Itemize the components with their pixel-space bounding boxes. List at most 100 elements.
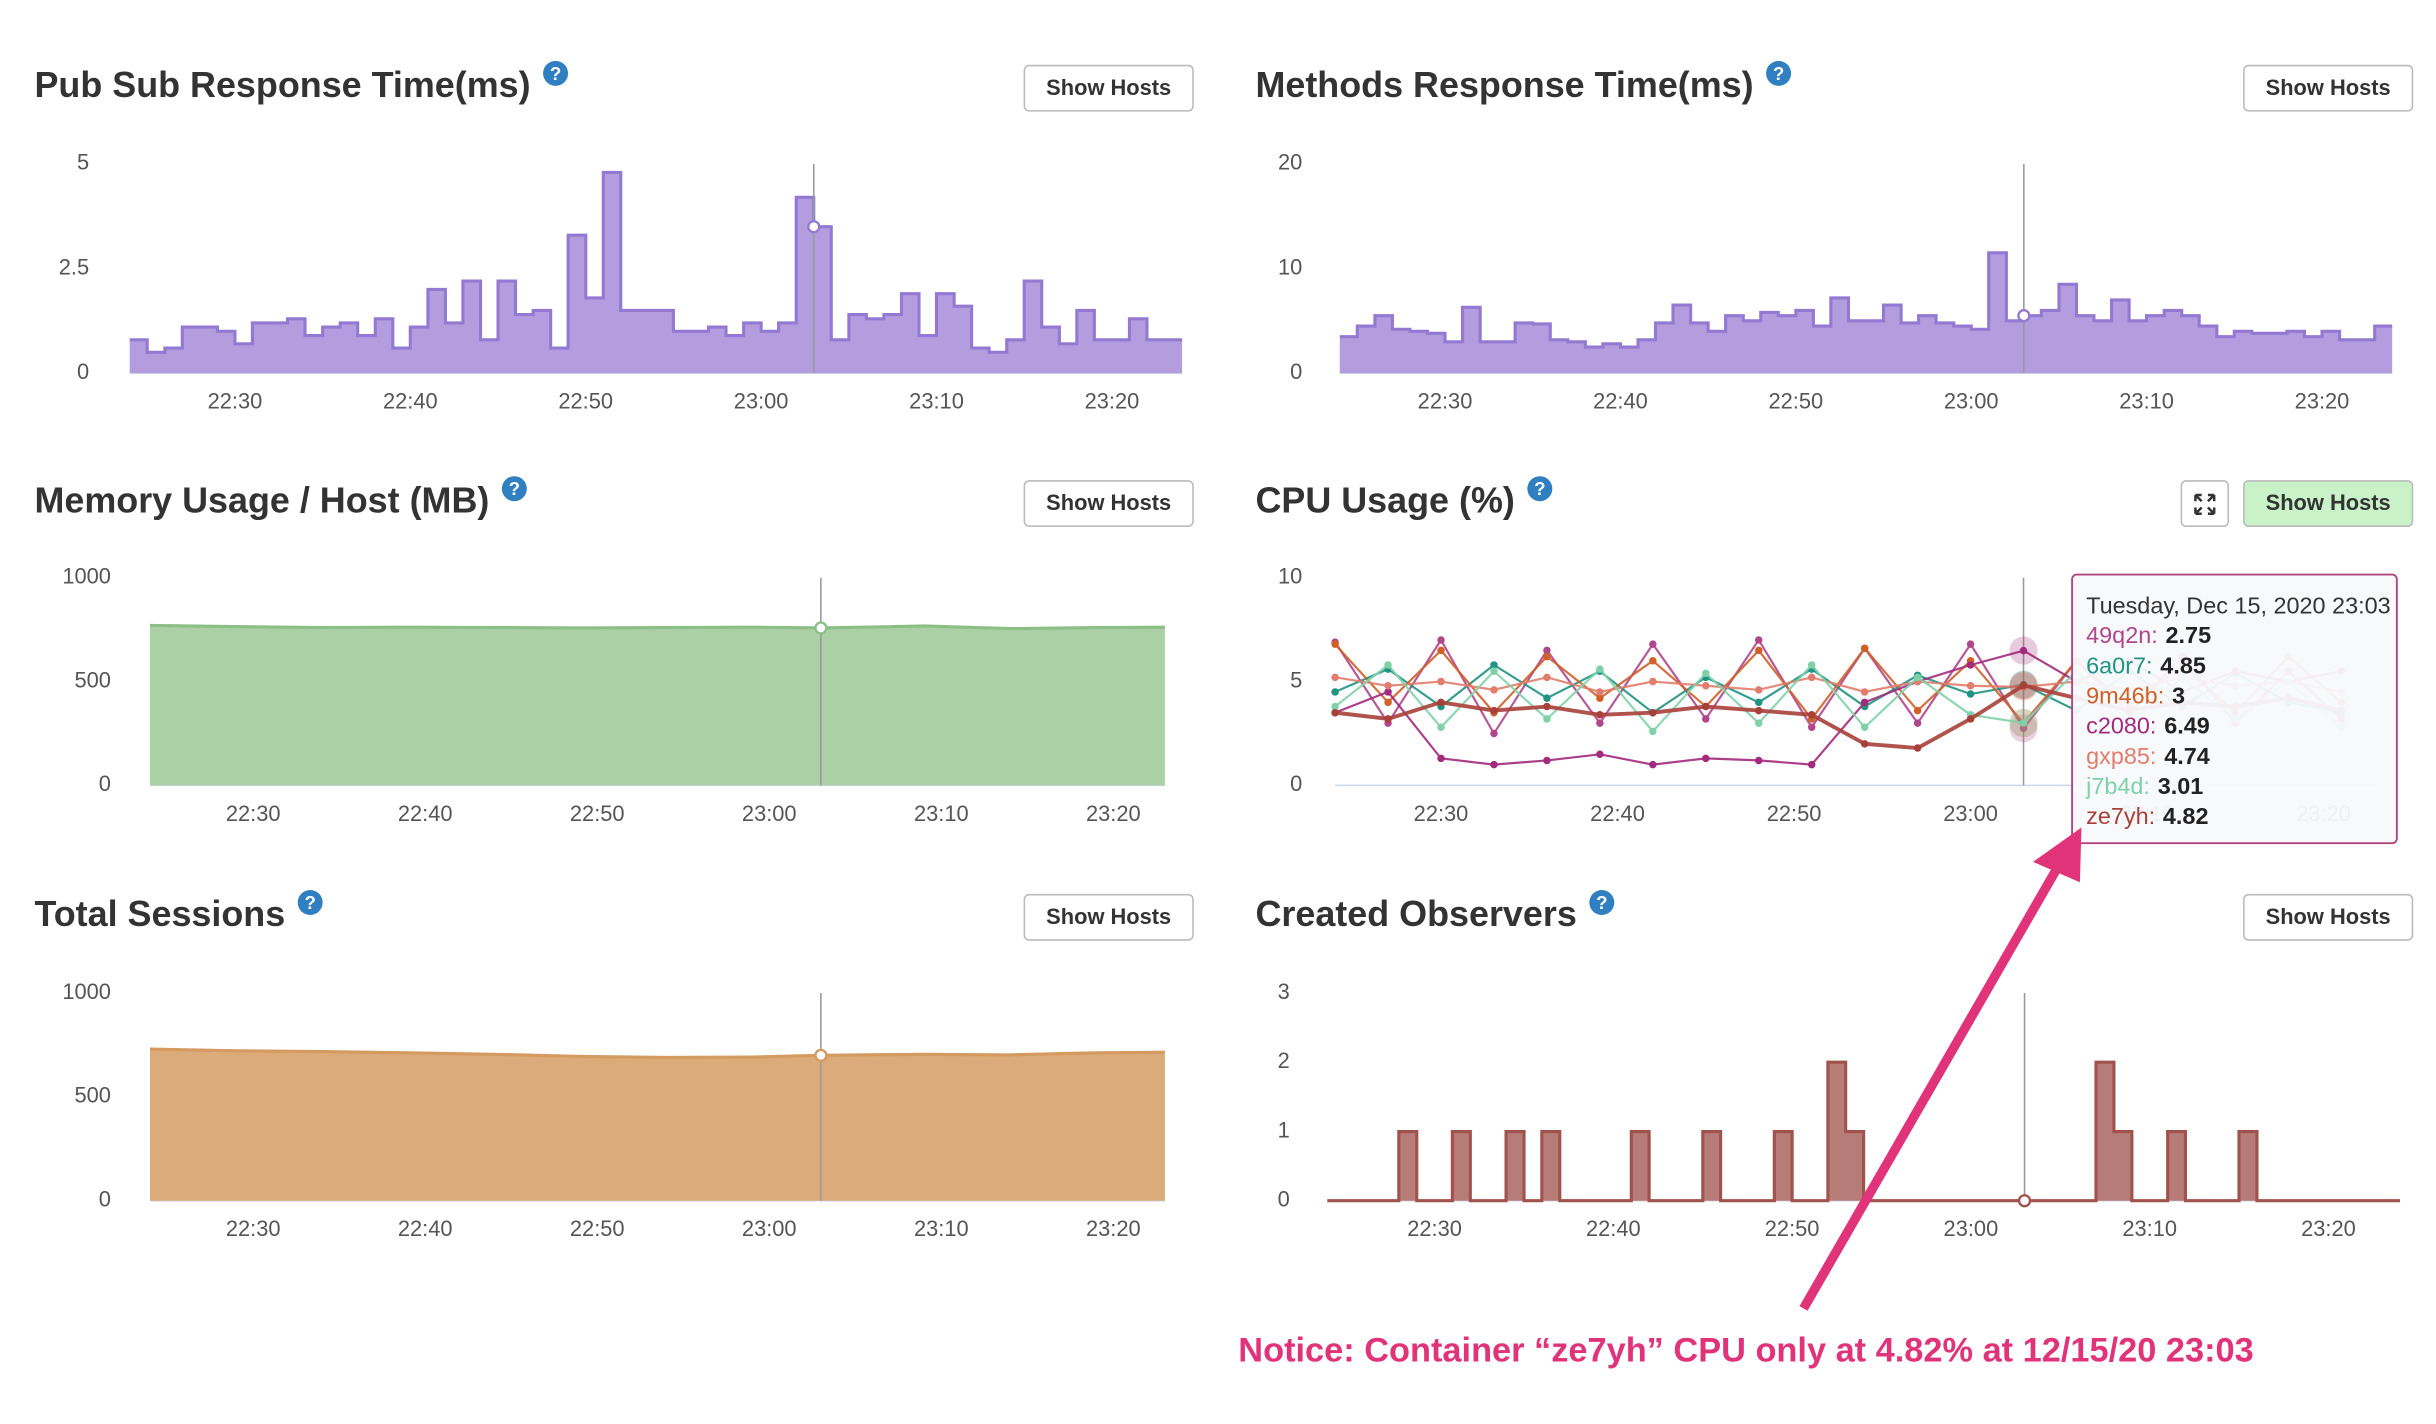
chart-panel: Created Observers ? Show Hosts 0 1 2 3 22:30 22:… bbox=[1255, 890, 2414, 1241]
help-icon[interactable] bbox=[1766, 60, 1792, 86]
x-tick-label: 22:40 bbox=[1586, 1216, 1641, 1241]
point bbox=[1702, 754, 1710, 763]
point bbox=[1331, 673, 1339, 682]
point bbox=[1807, 661, 1816, 669]
help-icon[interactable] bbox=[297, 890, 323, 915]
x-tick-label: 22:40 bbox=[1593, 389, 1648, 414]
chart-title: Created Observers bbox=[1255, 893, 1576, 934]
point bbox=[1384, 688, 1392, 696]
area bbox=[150, 625, 1165, 786]
chart-title: Total Sessions bbox=[34, 893, 285, 934]
point bbox=[1913, 706, 1922, 715]
point bbox=[1649, 677, 1657, 686]
chart-title: Memory Usage / Host (MB) bbox=[34, 479, 489, 520]
show-hosts-label: Show Hosts bbox=[2266, 490, 2391, 515]
x-tick-label: 23:10 bbox=[909, 389, 964, 414]
point bbox=[2019, 681, 2028, 690]
point bbox=[1702, 669, 1710, 677]
point bbox=[1860, 698, 1869, 707]
x-tick-label: 23:20 bbox=[1086, 801, 1141, 826]
y-tick-label: 1 bbox=[1278, 1117, 1290, 1142]
point bbox=[1437, 698, 1445, 707]
tooltip-value: 4.74 bbox=[2164, 743, 2210, 769]
point bbox=[1966, 690, 1975, 698]
area-line bbox=[1327, 1060, 2400, 1203]
y-tick-label: 0 bbox=[1290, 771, 1302, 796]
show-hosts-button[interactable] bbox=[1023, 64, 1194, 112]
x-tick-label: 22:40 bbox=[398, 1216, 453, 1241]
y-tick-label: 10 bbox=[1278, 254, 1302, 279]
y-tick-label: 500 bbox=[75, 1083, 111, 1108]
show-hosts-label: Show Hosts bbox=[2266, 904, 2391, 929]
point bbox=[1596, 665, 1604, 673]
y-tick-label: 0 bbox=[1290, 359, 1302, 384]
point bbox=[1543, 673, 1551, 682]
x-tick-label: 22:50 bbox=[1765, 1216, 1820, 1241]
help-icon-glyph: ? bbox=[509, 478, 520, 499]
show-hosts-button[interactable] bbox=[1023, 893, 1194, 941]
hover-point bbox=[2017, 1194, 2032, 1208]
point bbox=[1543, 646, 1551, 655]
tooltip-label: ze7yh: bbox=[2086, 803, 2155, 829]
arrow bbox=[1799, 864, 2063, 1311]
point bbox=[1437, 723, 1445, 731]
help-icon[interactable] bbox=[1589, 890, 1615, 915]
point bbox=[2019, 646, 2028, 655]
y-tick-label: 2 bbox=[1278, 1048, 1290, 1073]
point bbox=[1490, 729, 1498, 738]
x-tick-label: 23:00 bbox=[1944, 1216, 1999, 1241]
y-tick-label: 0 bbox=[99, 771, 111, 796]
point bbox=[1437, 646, 1445, 655]
x-tick-label: 22:40 bbox=[383, 389, 438, 414]
tooltip-label: 9m46b: bbox=[2086, 683, 2164, 709]
tooltip-label: j7b4d: bbox=[2085, 773, 2150, 799]
expand-button[interactable] bbox=[2180, 480, 2230, 527]
x-tick-label: 23:00 bbox=[742, 1216, 797, 1241]
chart-title: CPU Usage (%) bbox=[1255, 479, 1514, 520]
hover-point bbox=[2017, 309, 2031, 323]
point bbox=[1331, 640, 1339, 648]
show-hosts-button[interactable] bbox=[2243, 893, 2414, 941]
x-tick-label: 23:00 bbox=[734, 389, 789, 414]
show-hosts-label: Show Hosts bbox=[1046, 490, 1171, 515]
y-tick-label: 5 bbox=[77, 150, 89, 175]
y-tick-label: 20 bbox=[1278, 150, 1302, 175]
point bbox=[1807, 711, 1816, 719]
point bbox=[1755, 698, 1763, 707]
point bbox=[2019, 724, 2028, 733]
point bbox=[1807, 673, 1816, 682]
show-hosts-label: Show Hosts bbox=[1046, 75, 1171, 100]
chart-panel: Methods Response Time(ms) ? Show Hosts 0 10 2… bbox=[1255, 60, 2414, 414]
point bbox=[1543, 694, 1551, 702]
x-tick-label: 22:30 bbox=[1407, 1216, 1462, 1241]
point bbox=[1331, 688, 1339, 696]
point bbox=[1755, 636, 1763, 644]
help-icon[interactable] bbox=[1527, 476, 1553, 502]
x-tick-label: 23:20 bbox=[1086, 1216, 1141, 1241]
point bbox=[1331, 702, 1339, 711]
point bbox=[1860, 644, 1869, 653]
point bbox=[1702, 681, 1710, 690]
point bbox=[1543, 715, 1551, 723]
show-hosts-button[interactable] bbox=[1023, 480, 1194, 527]
point bbox=[1437, 754, 1445, 763]
point bbox=[1490, 686, 1498, 694]
show-hosts-button[interactable] bbox=[2243, 64, 2414, 112]
x-tick-label: 22:50 bbox=[1767, 801, 1822, 826]
x-tick-label: 22:30 bbox=[226, 801, 281, 826]
tooltip-label: 6a0r7: bbox=[2086, 652, 2152, 678]
x-tick-label: 23:00 bbox=[742, 801, 797, 826]
point bbox=[1860, 740, 1869, 748]
show-hosts-button[interactable] bbox=[2243, 480, 2414, 527]
chart-panel: Total Sessions ? Show Hosts 0 500 1000 22:30 22… bbox=[34, 890, 1194, 1241]
tooltip-label: 49q2n: bbox=[2086, 622, 2158, 648]
help-icon[interactable] bbox=[501, 476, 527, 502]
x-tick-label: 23:10 bbox=[914, 1216, 969, 1241]
tooltip-label: gxp85: bbox=[2086, 743, 2156, 769]
y-tick-label: 0 bbox=[1278, 1186, 1290, 1211]
tooltip bbox=[2071, 573, 2398, 845]
x-tick-label: 23:20 bbox=[2301, 1216, 2356, 1241]
arrow-head bbox=[2033, 827, 2082, 883]
point bbox=[1490, 706, 1498, 715]
help-icon[interactable] bbox=[543, 60, 569, 86]
